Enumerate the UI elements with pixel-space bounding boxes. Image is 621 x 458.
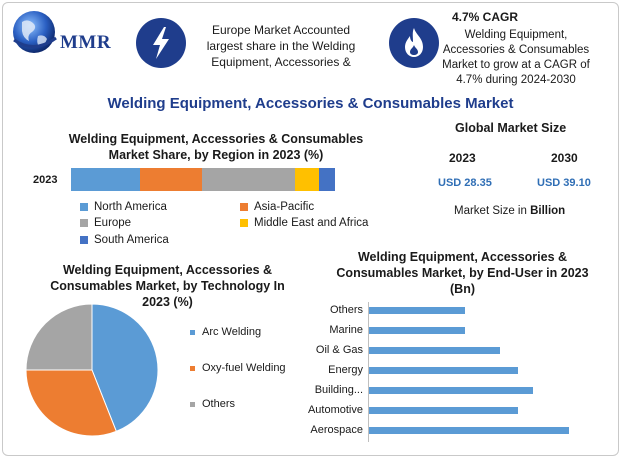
value-2030: USD 39.10 xyxy=(537,177,591,189)
value-2023: USD 28.35 xyxy=(438,177,492,189)
main-title: Welding Equipment, Accessories & Consuma… xyxy=(107,95,514,112)
enduser-bar-automotive xyxy=(369,407,519,414)
pie-legend-arc-welding: Arc Welding xyxy=(190,326,261,338)
legend-label: South America xyxy=(94,234,169,246)
legend-item-europe: Europe xyxy=(80,217,131,229)
pie-slice-arc-welding xyxy=(91,303,159,433)
legend-item-north-america: North America xyxy=(80,201,167,213)
note-prefix: Market Size in xyxy=(454,205,531,217)
note-unit: Billion xyxy=(530,205,566,217)
enduser-label-aerospace: Aerospace xyxy=(310,424,363,436)
pie-legend-dot xyxy=(190,401,195,407)
legend-item-middle-east-and-africa: Middle East and Africa xyxy=(240,217,368,229)
globe-icon xyxy=(13,11,57,53)
region-segment-middle-east-and-africa xyxy=(295,168,319,191)
pie-legend-dot xyxy=(190,365,195,371)
legend-swatch xyxy=(80,236,88,244)
global-size-title: Global Market Size xyxy=(455,121,567,135)
cagr-text: Welding Equipment, Accessories & Consuma… xyxy=(442,29,590,86)
region-chart-title: Welding Equipment, Accessories & Consuma… xyxy=(68,132,364,162)
pie-slice-oxy-fuel-welding xyxy=(25,369,117,437)
pie-legend-label: Oxy-fuel Welding xyxy=(202,362,286,374)
year-2030-label: 2030 xyxy=(551,151,578,165)
pie-legend-oxy-fuel-welding: Oxy-fuel Welding xyxy=(190,362,286,374)
legend-label: North America xyxy=(94,201,167,213)
pie-legend-label: Arc Welding xyxy=(202,326,262,338)
region-segment-south-america xyxy=(319,168,335,191)
enduser-bar-building xyxy=(369,387,534,394)
year-2023-label: 2023 xyxy=(449,151,476,165)
legend-label: Europe xyxy=(94,217,132,229)
technology-pie xyxy=(25,303,159,437)
enduser-label-energy: Energy xyxy=(328,364,363,376)
pie-legend-others: Others xyxy=(190,398,235,410)
mmr-logo: MMR xyxy=(8,8,128,60)
market-size-note: Market Size in Billion xyxy=(454,205,565,217)
legend-swatch xyxy=(80,219,88,227)
enduser-label-marine: Marine xyxy=(329,324,363,336)
enduser-chart-title: Welding Equipment, Accessories & Consuma… xyxy=(336,250,589,296)
enduser-label-automotive: Automotive xyxy=(307,404,363,416)
legend-label: Asia-Pacific xyxy=(254,201,315,213)
enduser-bar-others xyxy=(369,307,465,314)
enduser-axis-line xyxy=(368,302,369,442)
enduser-label-others: Others xyxy=(329,304,363,316)
enduser-label-oil-gas: Oil & Gas xyxy=(315,344,363,356)
region-stacked-bar xyxy=(71,168,335,191)
enduser-bar-oil-gas xyxy=(369,347,501,354)
lightning-icon xyxy=(136,18,186,68)
cagr-title: 4.7% CAGR xyxy=(452,10,519,24)
enduser-bar-marine xyxy=(369,327,465,334)
enduser-label-building: Building... xyxy=(314,384,363,396)
logo-text: MMR xyxy=(60,32,112,53)
legend-item-south-america: South America xyxy=(80,234,169,246)
pie-slice-others xyxy=(25,303,93,371)
legend-item-asia-pacific: Asia-Pacific xyxy=(240,201,314,213)
region-year-label: 2023 xyxy=(33,174,58,186)
legend-swatch xyxy=(240,203,248,211)
pie-legend-label: Others xyxy=(202,398,236,410)
technology-chart-title: Welding Equipment, Accessories & Consuma… xyxy=(50,263,285,309)
flame-icon xyxy=(389,18,439,68)
pie-legend-dot xyxy=(190,329,195,335)
enduser-bar-energy xyxy=(369,367,519,374)
enduser-bar-aerospace xyxy=(369,427,569,434)
region-segment-europe xyxy=(201,168,295,191)
region-segment-asia-pacific xyxy=(140,168,202,191)
legend-swatch xyxy=(80,203,88,211)
europe-share-text: Europe Market Accounted largest share in… xyxy=(206,23,356,69)
legend-swatch xyxy=(240,219,248,227)
region-segment-north-america xyxy=(71,168,141,191)
legend-label: Middle East and Africa xyxy=(254,217,369,229)
